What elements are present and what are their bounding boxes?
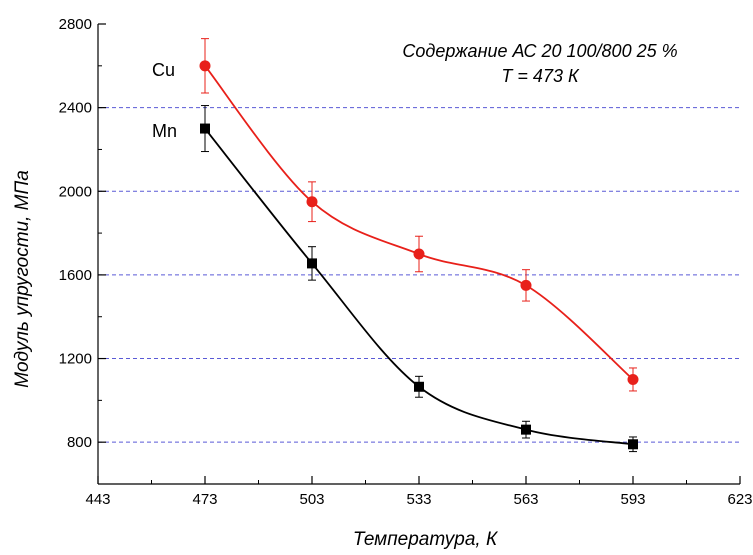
x-tick-label: 593 [620, 491, 645, 508]
x-axis-title: Температура, К [353, 529, 499, 550]
axes [97, 23, 741, 485]
data-point-mn [200, 123, 210, 134]
y-axis-title: Модуль упругости, МПа [12, 170, 33, 388]
tick-labels: 800 1200 1600 2000 2400 2800 443 473 503 533 563 59… [59, 16, 753, 508]
series-label-mn: Mn [152, 121, 177, 141]
annotation-line-2: T = 473 К [501, 66, 580, 86]
data-point-cu [627, 373, 639, 385]
x-tick-label: 533 [406, 491, 431, 508]
series-layer [199, 38, 639, 453]
series-cu [199, 38, 639, 392]
y-tick-label: 2400 [59, 100, 92, 117]
data-point-mn [521, 424, 531, 435]
y-tick-label: 1200 [59, 351, 92, 368]
x-tick-label: 473 [192, 491, 217, 508]
y-tick-label: 1600 [59, 267, 92, 284]
annotation-line-1: Содержание АС 20 100/800 25 % [402, 41, 677, 61]
data-point-cu [199, 60, 211, 72]
data-point-mn [307, 258, 317, 269]
series-mn [200, 105, 638, 453]
y-tick-label: 2800 [59, 16, 92, 33]
data-point-cu [413, 248, 425, 260]
data-point-cu [520, 279, 532, 291]
series-line-mn [204, 127, 634, 446]
x-tick-label: 623 [727, 491, 752, 508]
series-label-cu: Cu [152, 60, 175, 80]
y-tick-label: 800 [67, 434, 92, 451]
y-tick-label: 2000 [59, 183, 92, 200]
data-point-mn [414, 381, 424, 392]
x-tick-label: 503 [299, 491, 324, 508]
x-tick-label: 563 [513, 491, 538, 508]
x-tick-label: 443 [85, 491, 110, 508]
data-point-cu [306, 196, 318, 208]
data-point-mn [628, 439, 638, 450]
